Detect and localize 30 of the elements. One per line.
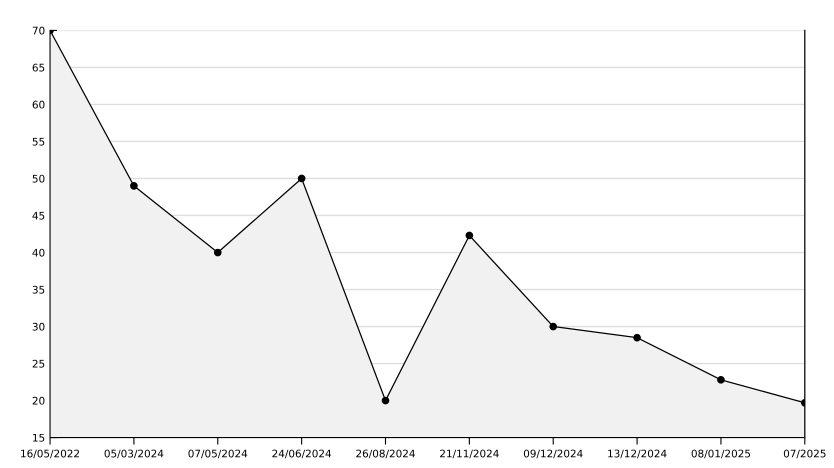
y-tick-label: 40 — [32, 248, 44, 257]
point — [214, 248, 222, 256]
y-tick-label: 60 — [32, 100, 44, 109]
y-tick-label: 35 — [32, 286, 44, 294]
y-tick-label: 25 — [32, 360, 44, 368]
x-tick-label: 09/12/2024 — [524, 450, 583, 458]
point — [466, 232, 474, 240]
x-tick-label: 26/08/2024 — [356, 450, 415, 458]
point — [549, 322, 558, 330]
x-tick-label: 07/05/2024 — [188, 450, 248, 458]
x-tick-label: 08/01/2025 — [692, 450, 750, 458]
point — [382, 396, 390, 404]
y-tick-label: 65 — [32, 64, 44, 72]
y-tick-label: 45 — [32, 212, 44, 220]
y-tick-label: 20 — [32, 396, 44, 405]
point — [298, 174, 306, 182]
y-tick-label: 50 — [32, 174, 44, 183]
x-tick-label: 07/2025 — [784, 450, 826, 458]
x-tick-label: 21/11/2024 — [440, 450, 499, 458]
x-tick-label: 13/12/2024 — [608, 450, 667, 458]
y-tick-label: 70 — [32, 26, 44, 35]
x-tick-label: 24/06/2024 — [272, 450, 332, 458]
point — [633, 334, 641, 342]
x-tick-label: 16/05/2022 — [21, 450, 80, 458]
y-tick-label: 15 — [33, 434, 44, 442]
point — [130, 182, 138, 190]
y-tick-label: 55 — [32, 138, 44, 146]
x-tick-label: 05/03/2024 — [104, 450, 164, 458]
point — [717, 376, 725, 384]
y-tick-label: 30 — [32, 322, 44, 331]
